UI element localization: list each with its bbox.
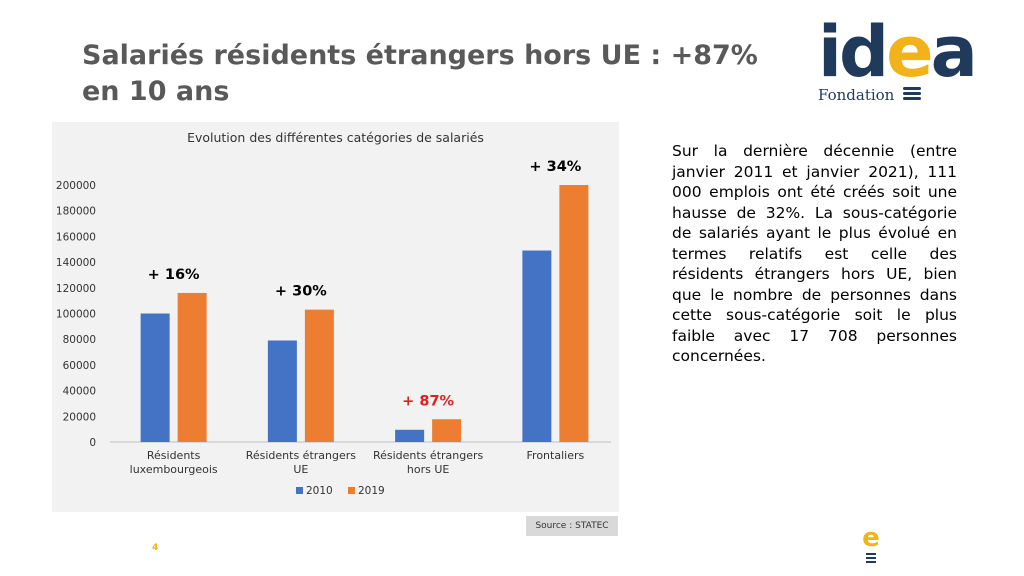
source-label: Source : STATEC xyxy=(526,516,618,536)
legend-label-2019: 2019 xyxy=(358,485,385,497)
y-tick-label: 160000 xyxy=(56,231,96,243)
x-tick-label: Résidents xyxy=(147,449,201,462)
bar-2019-1 xyxy=(304,309,334,442)
logo-letter-d: d xyxy=(839,11,889,93)
x-tick-label: hors UE xyxy=(407,463,450,476)
logo-subtitle: Fondation xyxy=(818,86,895,104)
legend-swatch-2010 xyxy=(296,487,303,494)
logo-wordmark: idea xyxy=(818,6,978,98)
x-tick-label: UE xyxy=(293,463,308,476)
x-tick-label: Résidents étrangers xyxy=(373,449,484,462)
legend-label-2010: 2010 xyxy=(306,485,333,497)
y-tick-label: 60000 xyxy=(63,360,96,372)
page-number: 4 xyxy=(152,543,159,553)
bar-2010-0 xyxy=(140,313,170,442)
body-paragraph: Sur la dernière décennie (entre janvier … xyxy=(672,142,957,365)
y-tick-label: 200000 xyxy=(56,180,96,192)
logo-letter-e: e xyxy=(886,11,934,93)
bar-2010-2 xyxy=(395,429,425,442)
x-tick-label: Résidents étrangers xyxy=(246,449,357,462)
growth-annotation: + 87% xyxy=(402,393,454,409)
y-tick-label: 80000 xyxy=(63,334,96,346)
x-tick-label: Frontaliers xyxy=(527,449,585,462)
chart-canvas: 0 20000 40000 60000 80000 100000 120000 140000 1… xyxy=(56,159,611,497)
bar-chart: Evolution des différentes catégories de … xyxy=(52,122,619,512)
slide-title: Salariés résidents étrangers hors UE : +… xyxy=(82,40,758,107)
y-tick-label: 140000 xyxy=(56,257,96,269)
logo-letter-i: i xyxy=(818,11,842,93)
y-tick-label: 20000 xyxy=(63,411,96,423)
y-tick-label: 100000 xyxy=(56,309,96,321)
idea-logo: idea Fondation xyxy=(812,11,982,112)
bar-2019-0 xyxy=(177,292,207,442)
x-tick-label: luxembourgeois xyxy=(130,463,218,476)
idea-small-logo-icon: e xyxy=(860,523,882,563)
y-tick-label: 40000 xyxy=(63,386,96,398)
bar-2019-3 xyxy=(559,185,589,442)
legend-swatch-2019 xyxy=(348,487,355,494)
growth-annotation: + 34% xyxy=(529,159,581,175)
bulb-base-icon xyxy=(903,87,921,102)
y-tick-label: 180000 xyxy=(56,206,96,218)
chart-title: Evolution des différentes catégories de … xyxy=(187,130,484,145)
growth-annotation: + 16% xyxy=(148,267,200,283)
logo-letter-a: a xyxy=(930,11,978,93)
growth-annotation: + 30% xyxy=(275,284,327,300)
bar-2010-3 xyxy=(522,250,552,442)
bar-2010-1 xyxy=(267,340,297,442)
y-tick-label: 120000 xyxy=(56,283,96,295)
y-tick-label: 0 xyxy=(89,437,96,449)
bar-2019-2 xyxy=(432,419,462,442)
small-logo-letter: e xyxy=(862,523,880,553)
